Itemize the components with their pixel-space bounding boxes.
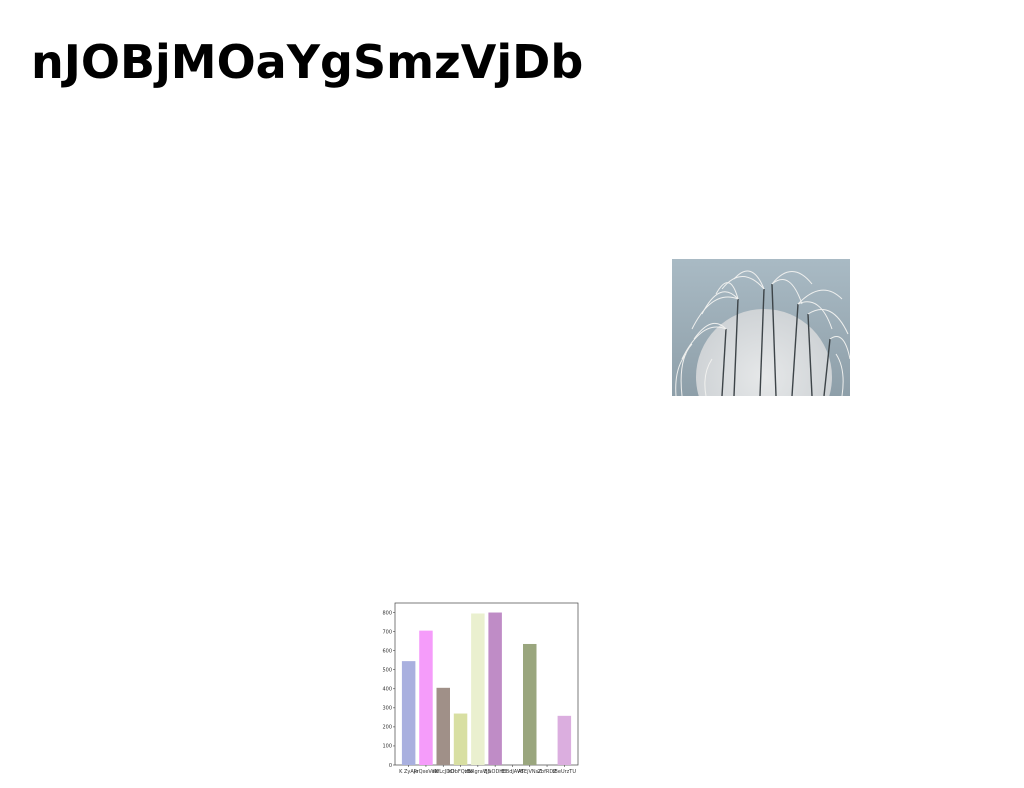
photo-dark-stems: [721, 283, 831, 396]
x-tick-label: kDbFQtBo: [448, 769, 473, 775]
bar: [401, 661, 416, 765]
y-axis: 0 100 200 300 400 500 600 700 800: [382, 610, 395, 769]
y-tick-label: 100: [382, 744, 392, 750]
x-tick-label: zBRgraVjS: [465, 769, 491, 775]
y-tick-label: 0: [389, 763, 392, 769]
bar: [453, 713, 468, 765]
x-tick-label: PrQxeVeN: [414, 769, 439, 775]
x-tick-label: ATEjVNsZ: [518, 769, 542, 775]
y-tick-label: 800: [382, 610, 392, 616]
photo-moon: [696, 309, 832, 396]
grass-moon-photo: [672, 259, 850, 396]
y-tick-label: 600: [382, 648, 392, 654]
y-tick-label: 400: [382, 687, 392, 693]
bar-chart: 0 100 200 300 400 500 600 700 800 K ZyAjePrQxeVe…: [382, 602, 579, 775]
bars: [401, 612, 572, 765]
bar: [436, 687, 450, 765]
x-tick-label: fBeUrzTU: [553, 769, 577, 775]
bar: [419, 630, 433, 765]
plot-frame: [394, 602, 579, 766]
x-tick-label: WfLcJDO: [433, 769, 455, 775]
x-tick-label: K ZyAje: [399, 769, 418, 775]
y-tick-label: 500: [382, 668, 392, 674]
x-tick-label: BjsODHE: [484, 769, 506, 775]
photo-grass-plumes: [675, 270, 850, 396]
page-title: nJOBjMOaYgSmzVjDb: [31, 35, 584, 89]
x-tick-label: ZbfRDZ: [537, 769, 557, 775]
y-tick-label: 300: [382, 706, 392, 712]
bar: [488, 612, 502, 765]
y-tick-label: 700: [382, 629, 392, 635]
bar: [523, 643, 537, 765]
bar: [557, 715, 572, 765]
x-tick-label: EIBdJAVB: [501, 769, 524, 775]
bar: [471, 613, 485, 765]
y-tick-label: 200: [382, 725, 392, 731]
x-axis: K ZyAjePrQxeVeNWfLcJDOkDbFQtBozBRgraVjSB…: [399, 765, 576, 775]
